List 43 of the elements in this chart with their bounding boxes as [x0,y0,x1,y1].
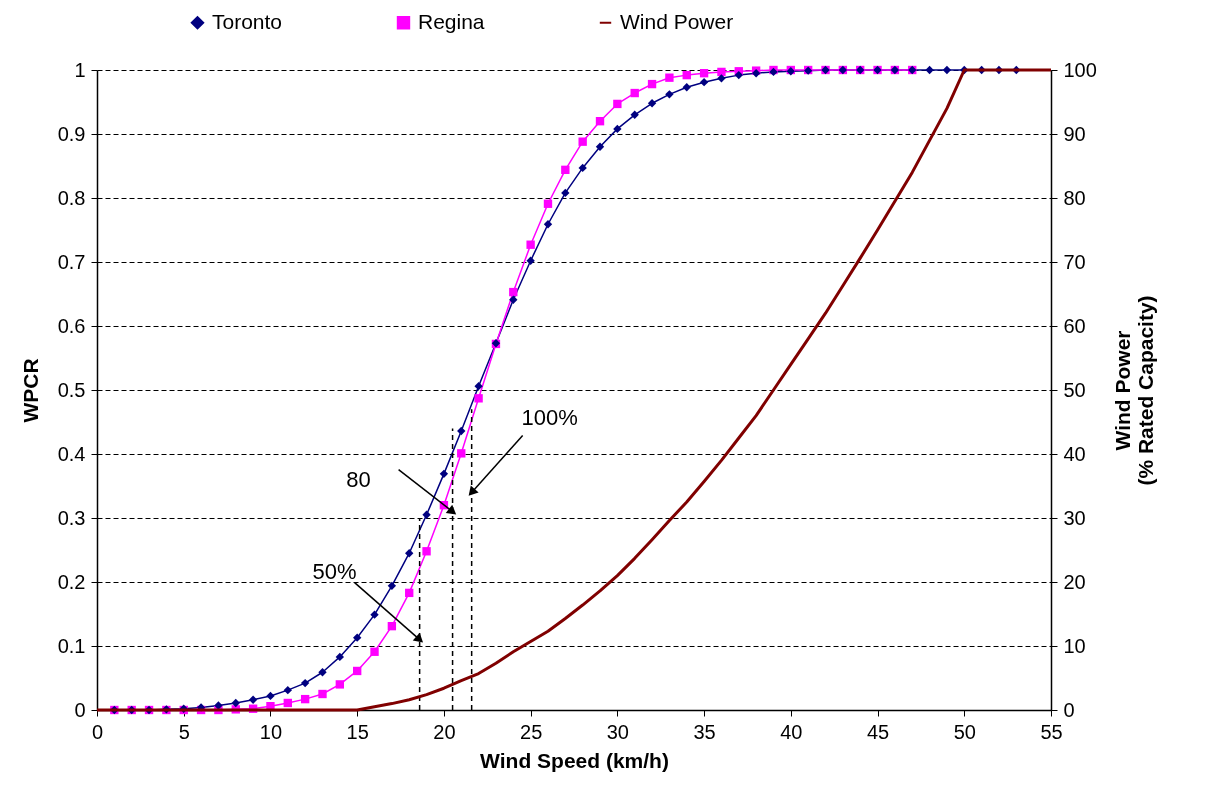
x-tick-label: 55 [1040,720,1063,743]
x-tick-label: 40 [780,720,803,743]
y-tick-label: 0.8 [57,186,86,209]
x-tick-label: 5 [178,720,190,743]
y2-tick-label: 40 [1063,442,1086,465]
y2-tick-label: 10 [1063,634,1086,657]
y2-tick-label: 80 [1063,186,1086,209]
y-tick-label: 0.7 [57,250,86,273]
x-tick-label: 15 [346,720,369,743]
x-tick-label: 35 [693,720,716,743]
y2-axis-title: Wind Power (% Rated Capacity) [1110,295,1157,486]
y-tick-label: 0.4 [57,442,86,465]
y-axis-title: WPCR [18,358,42,423]
y-tick-label: 0.3 [57,506,86,529]
x-tick-label: 45 [866,720,890,743]
x-axis-title: Wind Speed (km/h) [480,748,669,772]
y2-tick-label: 90 [1063,122,1086,145]
y2-tick-label: 20 [1063,570,1086,593]
annotation: 50% [312,558,357,584]
annotation: 80 [346,466,371,492]
y2-tick-label: 70 [1063,250,1086,273]
y2-tick-label: 30 [1063,506,1086,529]
y-tick-label: 0.6 [57,314,86,337]
x-tick-label: 20 [433,720,456,743]
y2-tick-label: 60 [1063,314,1086,337]
x-tick-label: 0 [91,720,104,743]
annotation: 100% [521,405,578,431]
y-tick-label: 1 [74,58,86,81]
x-tick-label: 10 [259,720,283,743]
legend-label: Toronto [212,9,283,33]
y2-tick-label: 100 [1063,58,1097,81]
y-tick-label: 0.1 [57,634,86,657]
legend-label: Wind Power [620,9,734,33]
y2-tick-label: 0 [1063,698,1075,721]
y-tick-label: 0.9 [57,122,86,145]
y-tick-label: 0.5 [57,378,86,401]
y-tick-label: 0 [74,698,86,721]
y2-tick-label: 50 [1063,378,1086,401]
legend-label: Regina [418,9,485,33]
y-tick-label: 0.2 [57,570,86,593]
x-tick-label: 25 [520,720,543,743]
x-tick-label: 50 [953,720,976,743]
x-tick-label: 30 [606,720,629,743]
